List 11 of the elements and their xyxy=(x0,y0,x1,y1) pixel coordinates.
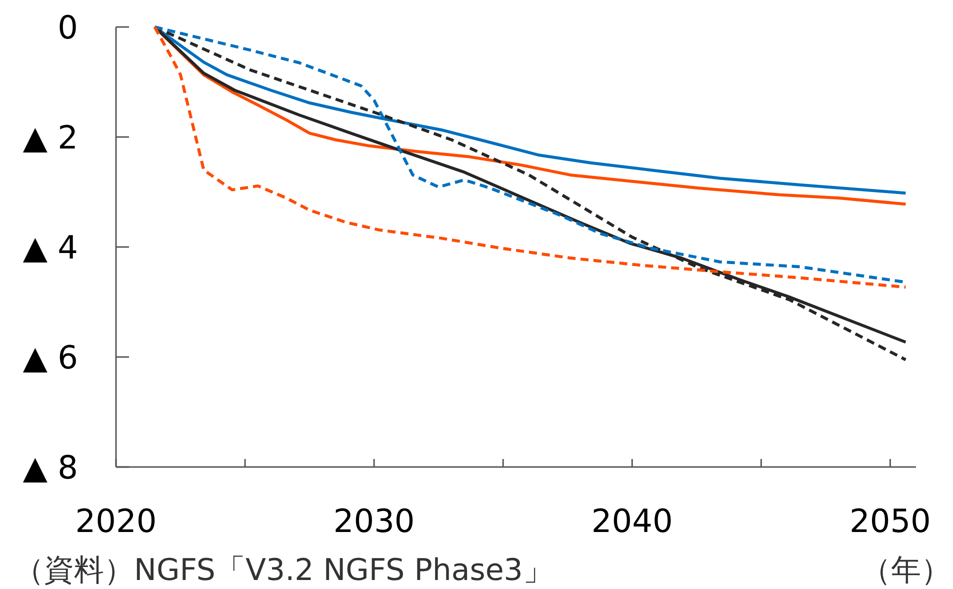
x-tick-label: 2040 xyxy=(591,502,673,540)
x-tick-label: 2050 xyxy=(849,502,931,540)
text: （資料）NGFS「V3.2 NGFS Phase3」 xyxy=(14,553,553,588)
y-tick-label: ▲ 6 xyxy=(22,338,78,377)
y-tick-label: ▲ 4 xyxy=(22,228,78,267)
x-tick-label: 2020 xyxy=(75,502,157,540)
y-tick-label: ▲ 2 xyxy=(22,118,78,157)
y-tick-label: ▲ 8 xyxy=(22,448,78,487)
y-tick-label: 0 xyxy=(58,8,78,47)
x-tick-label: 2030 xyxy=(333,502,415,540)
x-axis-title: （年） xyxy=(861,553,951,588)
